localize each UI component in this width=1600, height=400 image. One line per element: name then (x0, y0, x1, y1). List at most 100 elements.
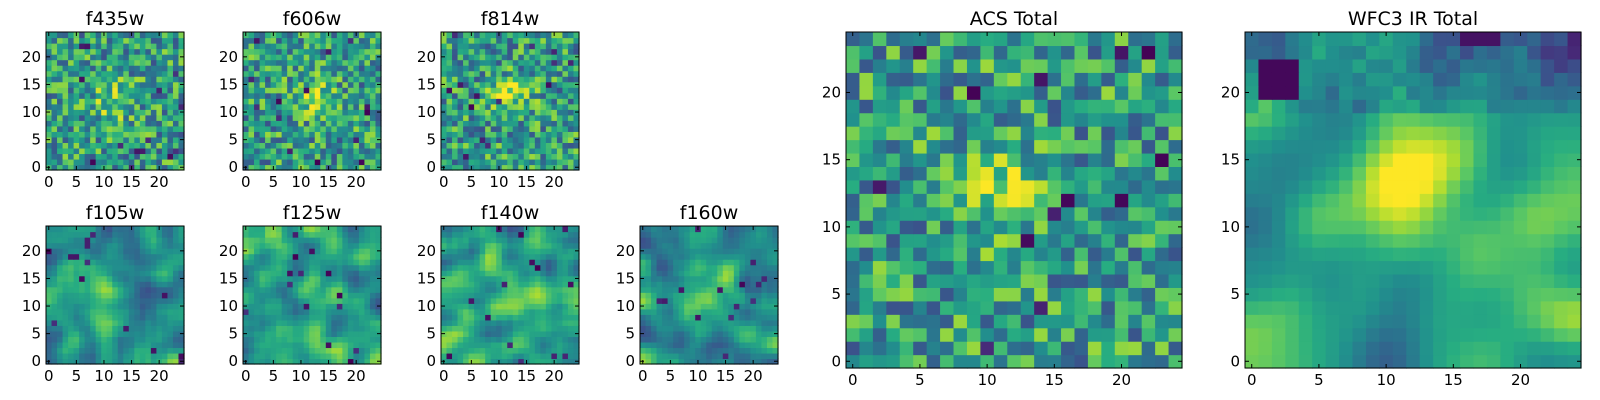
heatmap-cell (298, 81, 305, 88)
heatmap-cell (331, 270, 338, 277)
heatmap-cell (518, 81, 525, 88)
heatmap-cell (248, 59, 255, 66)
heatmap-cell (534, 303, 541, 310)
heatmap-cell (700, 275, 707, 282)
heatmap-cell (281, 76, 288, 83)
heatmap-cell (468, 330, 475, 337)
heatmap-cell (567, 70, 575, 77)
heatmap-cell (298, 253, 305, 260)
heatmap-cell (139, 70, 146, 77)
heatmap-cell (167, 136, 174, 143)
heatmap-cell (457, 43, 464, 50)
heatmap-cell (270, 286, 277, 293)
heatmap-cell (259, 292, 266, 299)
heatmap-cell (178, 286, 185, 293)
heatmap-cell (700, 341, 707, 349)
heatmap-cell (73, 70, 80, 77)
heatmap-cell (331, 341, 338, 349)
heatmap-cell (51, 70, 58, 77)
heatmap-cell (656, 248, 663, 255)
heatmap-cell (265, 325, 272, 332)
heatmap-cell (336, 292, 343, 299)
heatmap-cell (717, 314, 724, 321)
heatmap-cell (474, 54, 481, 61)
heatmap-cell (369, 314, 377, 321)
heatmap-cell (496, 341, 503, 349)
heatmap-cell (298, 131, 305, 138)
heatmap-cell (662, 253, 669, 260)
heatmap-cell (733, 275, 740, 282)
heatmap-cell (369, 158, 377, 166)
heatmap-cell (276, 286, 283, 293)
heatmap-cell (161, 120, 169, 127)
heatmap-cell (145, 286, 152, 293)
heatmap-cell (545, 281, 552, 288)
heatmap-cell (523, 352, 530, 360)
heatmap-cell (178, 125, 185, 132)
heatmap-cell (656, 242, 663, 249)
heatmap-cell (1034, 260, 1049, 275)
heatmap-cell (567, 37, 575, 44)
heatmap-cell (479, 237, 486, 244)
heatmap-cell (161, 253, 169, 260)
heatmap-cell (711, 303, 718, 310)
heatmap-cell (79, 103, 86, 110)
heatmap-cell (518, 237, 525, 244)
heatmap-cell (744, 347, 751, 354)
heatmap-cell (342, 48, 349, 55)
heatmap-cell (651, 314, 658, 321)
heatmap-cell (84, 87, 91, 94)
heatmap-cell (167, 65, 174, 72)
heatmap-cell (463, 231, 470, 238)
heatmap-cell (468, 65, 475, 72)
heatmap-cell (90, 297, 97, 304)
heatmap-cell (540, 303, 547, 310)
heatmap-cell (331, 292, 338, 299)
heatmap-cell (161, 48, 169, 55)
heatmap-cell (441, 264, 448, 271)
heatmap-cell (545, 114, 552, 121)
heatmap-cell (51, 37, 58, 44)
heatmap-cell (156, 275, 163, 282)
heatmap-cell (966, 287, 981, 302)
heatmap-cell (101, 264, 108, 271)
heatmap-cell (95, 259, 102, 266)
heatmap-cell (68, 136, 75, 143)
heatmap-cell (940, 193, 955, 208)
heatmap-cell (309, 37, 316, 44)
heatmap-cell (512, 70, 519, 77)
heatmap-cell (667, 292, 674, 299)
heatmap-cell (695, 336, 702, 343)
heatmap-cell (303, 81, 310, 88)
heatmap-cell (766, 231, 774, 238)
heatmap-cell (73, 248, 80, 255)
heatmap-cell (375, 147, 382, 155)
heatmap-cell (145, 87, 152, 94)
heatmap-cell (645, 330, 652, 337)
heatmap-cell (1155, 341, 1170, 356)
heatmap-cell (309, 76, 316, 83)
heatmap-cell (62, 147, 69, 155)
heatmap-cell (545, 358, 552, 365)
heatmap-cell (485, 231, 492, 238)
heatmap-cell (178, 352, 185, 360)
heatmap-cell (722, 292, 729, 299)
heatmap-cell (485, 319, 492, 326)
heatmap-cell (298, 264, 305, 271)
heatmap-cell (265, 358, 272, 365)
heatmap-cell (248, 314, 255, 321)
heatmap-cell (573, 125, 580, 132)
heatmap-cell (463, 92, 470, 99)
heatmap-cell (342, 325, 349, 332)
heatmap-cell (1101, 327, 1116, 342)
heatmap-cell (496, 120, 503, 127)
heatmap-cell (314, 131, 321, 138)
heatmap-cell (62, 314, 69, 321)
heatmap-cell (678, 286, 685, 293)
heatmap-cell (523, 81, 530, 88)
heatmap-cell (518, 226, 525, 233)
heatmap-cell (689, 286, 696, 293)
heatmap-cell (463, 87, 470, 94)
heatmap-cell (474, 308, 481, 315)
heatmap-cell (540, 347, 547, 354)
